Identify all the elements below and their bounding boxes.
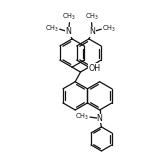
- Text: CH$_3$: CH$_3$: [62, 12, 76, 22]
- Text: CH$_3$: CH$_3$: [75, 112, 89, 122]
- Text: CH$_3$: CH$_3$: [102, 24, 116, 34]
- Text: N: N: [97, 114, 103, 123]
- Text: CH$_3$: CH$_3$: [45, 24, 59, 34]
- Text: OH: OH: [88, 64, 101, 73]
- Text: N: N: [90, 27, 95, 36]
- Text: CH$_3$: CH$_3$: [85, 12, 99, 22]
- Text: N: N: [66, 27, 71, 36]
